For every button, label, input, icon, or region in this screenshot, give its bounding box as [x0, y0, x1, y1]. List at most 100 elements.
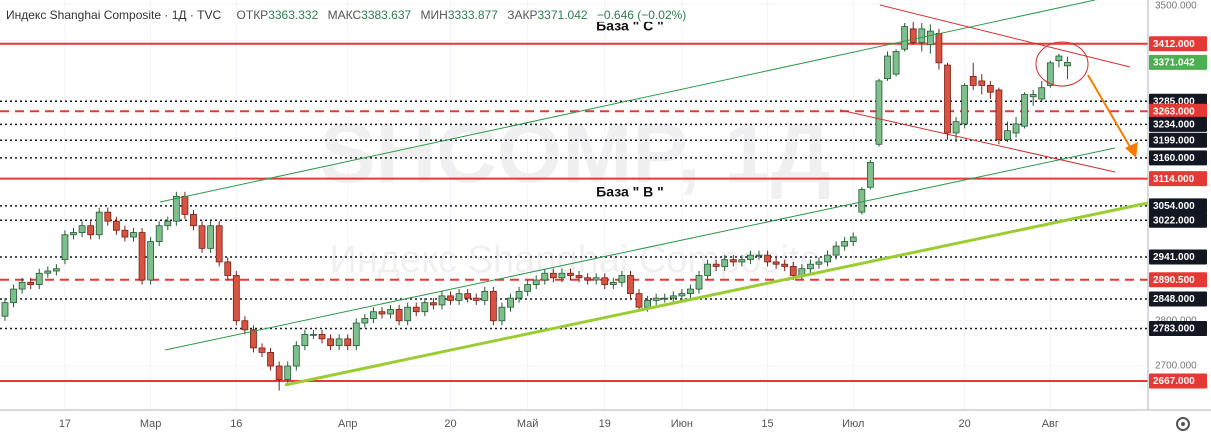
candle-body: [961, 85, 969, 125]
candle-body: [952, 121, 960, 134]
level-label-bg: [1149, 291, 1207, 307]
candle-body: [978, 80, 986, 86]
candle-body: [352, 322, 360, 347]
support-line: [284, 201, 1149, 387]
candle-body: [1064, 61, 1071, 67]
candle-body: [310, 333, 317, 336]
x-tick-label: Мар: [140, 418, 162, 430]
candle-body: [18, 281, 26, 290]
candle-body: [215, 225, 223, 263]
level-label: 3114.000: [1153, 174, 1195, 185]
candle-body: [747, 254, 754, 261]
candle-body: [275, 365, 283, 380]
candle-body: [627, 275, 634, 295]
candle-body: [892, 51, 900, 75]
trend-line: [159, 0, 1096, 203]
candle-body: [412, 306, 420, 313]
candle-body: [918, 28, 926, 43]
candle-body: [232, 275, 240, 322]
level-label: 3160.000: [1153, 153, 1195, 164]
candle-body: [361, 318, 369, 324]
candle-body: [926, 30, 934, 46]
candle-body: [464, 293, 472, 299]
candle-body: [772, 261, 780, 265]
candle-body: [849, 236, 857, 242]
candle-body: [1029, 94, 1037, 98]
ohlc-value: 3333.877: [447, 8, 498, 22]
x-tick-label: Авг: [1042, 418, 1059, 430]
x-tick-label: Июн: [671, 418, 693, 430]
level-label: 3285.000: [1153, 96, 1195, 107]
candle-body: [241, 320, 249, 331]
ohlc-value: 3371.042: [537, 8, 588, 22]
candle-body: [130, 232, 137, 238]
candle-body: [541, 272, 549, 281]
settings-icon[interactable]: [1176, 417, 1190, 431]
candle-body: [969, 75, 977, 86]
candle-body: [147, 241, 155, 281]
annotation: База " В ": [596, 184, 664, 200]
candle-body: [507, 297, 514, 308]
candle-body: [618, 275, 626, 283]
candle-body: [549, 272, 557, 279]
watermark: SHCOMP, 1Д: [319, 106, 830, 200]
last-price-label: 3371.042: [1153, 57, 1195, 68]
level-label-bg: [1149, 272, 1207, 288]
candle-body: [866, 161, 874, 188]
candle-body: [112, 220, 120, 231]
x-tick-label: 19: [599, 418, 611, 430]
candle-body: [1012, 123, 1020, 134]
x-tick-label: 15: [761, 418, 773, 430]
candle-body: [515, 290, 523, 299]
candle-body: [498, 306, 506, 322]
candle-body: [421, 302, 429, 313]
gear[interactable]: [1176, 417, 1190, 431]
candle-body: [198, 225, 206, 249]
candle-body: [190, 214, 197, 227]
y-tick-label: 3500.000: [1155, 1, 1197, 12]
level-label: 3234.000: [1153, 119, 1195, 130]
candle-body: [378, 311, 386, 315]
candle-body: [841, 241, 849, 247]
candle-body: [267, 352, 274, 367]
level-label-bg: [1149, 116, 1207, 132]
candle-body: [181, 195, 189, 215]
candle-body: [207, 225, 215, 249]
candle-body: [404, 306, 412, 322]
x-tick-label: Июл: [842, 418, 864, 430]
candle-body: [901, 26, 909, 50]
candle-body: [95, 211, 103, 236]
level-label-bg: [1149, 132, 1207, 148]
levels: [0, 42, 1148, 382]
candle-body: [78, 225, 86, 233]
trend-line: [164, 147, 1116, 351]
header: Индекс Shanghai Composite · 1Д · TVC ОТК…: [6, 8, 687, 22]
candle-body: [661, 297, 669, 300]
candle-body: [729, 259, 737, 263]
candle-body: [250, 329, 257, 349]
arrow-head: [1125, 142, 1138, 158]
candle-body: [164, 220, 172, 227]
change: −0.646 (−0.02%): [596, 8, 687, 22]
axes: 17 Мар 16 Апр 20 Май 19 Июн 15 Июл 20 Авг 3500.000 28…: [59, 1, 1207, 430]
candle-body: [1021, 94, 1029, 127]
level-label-bg: [1149, 103, 1207, 119]
candle-body: [344, 338, 352, 347]
candle-body: [1055, 55, 1063, 61]
gear-center: [1181, 422, 1185, 426]
level-label-bg: [1149, 320, 1207, 336]
candle-body: [70, 232, 77, 236]
ohlc-label: МАКС: [327, 8, 362, 22]
candle-body: [755, 254, 763, 257]
candle-body: [712, 263, 720, 267]
candle-body: [455, 293, 463, 301]
x-tick-label: 17: [59, 418, 71, 430]
candle-body: [104, 211, 112, 222]
candle-body: [138, 232, 146, 281]
candle-body: [884, 55, 891, 80]
drawings: [159, 0, 1149, 387]
candle-body: [292, 345, 300, 367]
level-label: 3022.000: [1153, 215, 1195, 226]
candle-body: [10, 288, 17, 304]
candle-body: [807, 263, 814, 270]
